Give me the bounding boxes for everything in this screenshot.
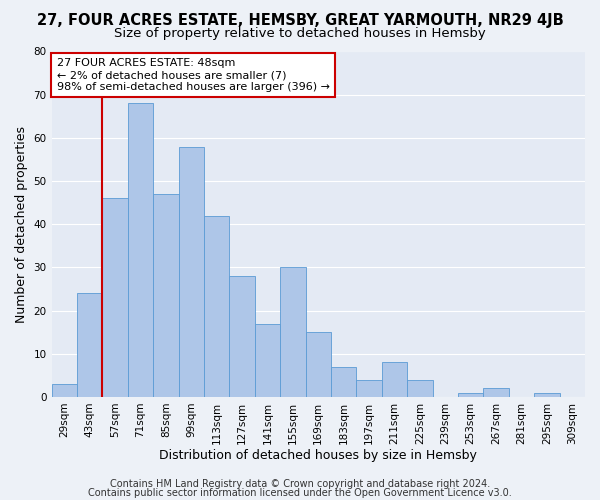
Bar	[331, 366, 356, 397]
Bar	[77, 294, 103, 397]
Bar	[356, 380, 382, 397]
Bar	[255, 324, 280, 397]
Bar	[305, 332, 331, 397]
Bar	[458, 392, 484, 397]
Text: 27, FOUR ACRES ESTATE, HEMSBY, GREAT YARMOUTH, NR29 4JB: 27, FOUR ACRES ESTATE, HEMSBY, GREAT YAR…	[37, 12, 563, 28]
Bar	[179, 146, 204, 397]
Bar	[52, 384, 77, 397]
Y-axis label: Number of detached properties: Number of detached properties	[15, 126, 28, 322]
Text: Contains public sector information licensed under the Open Government Licence v3: Contains public sector information licen…	[88, 488, 512, 498]
Bar	[382, 362, 407, 397]
Bar	[280, 268, 305, 397]
X-axis label: Distribution of detached houses by size in Hemsby: Distribution of detached houses by size …	[160, 450, 477, 462]
Bar	[407, 380, 433, 397]
Bar	[204, 216, 229, 397]
Bar	[229, 276, 255, 397]
Bar	[128, 104, 153, 397]
Bar	[534, 392, 560, 397]
Text: Contains HM Land Registry data © Crown copyright and database right 2024.: Contains HM Land Registry data © Crown c…	[110, 479, 490, 489]
Bar	[153, 194, 179, 397]
Text: 27 FOUR ACRES ESTATE: 48sqm
← 2% of detached houses are smaller (7)
98% of semi-: 27 FOUR ACRES ESTATE: 48sqm ← 2% of deta…	[57, 58, 330, 92]
Bar	[103, 198, 128, 397]
Bar	[484, 388, 509, 397]
Text: Size of property relative to detached houses in Hemsby: Size of property relative to detached ho…	[114, 28, 486, 40]
